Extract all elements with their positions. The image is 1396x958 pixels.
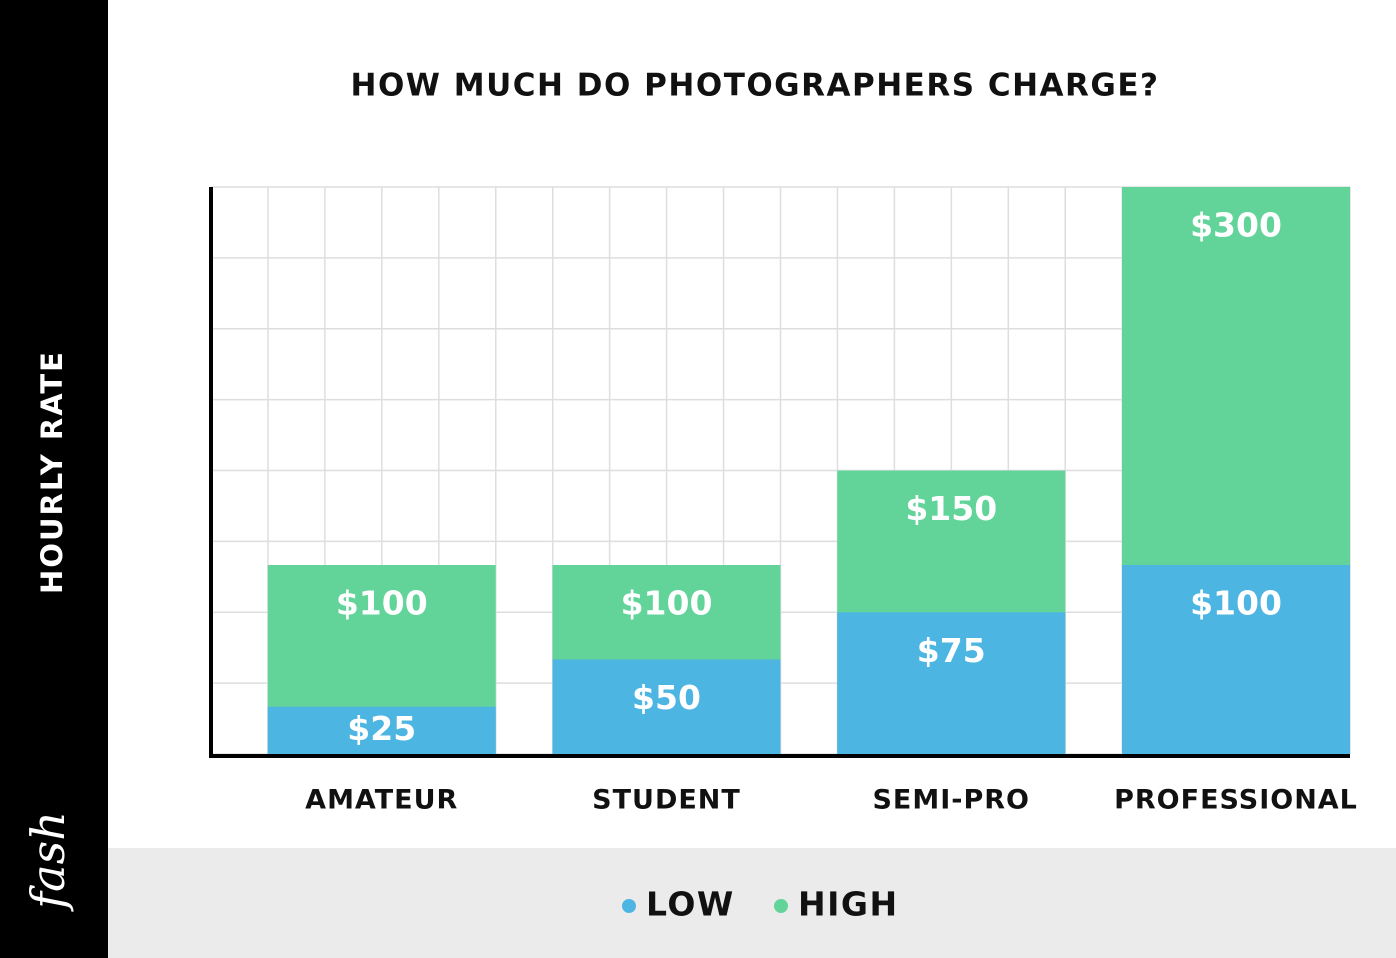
x-tick-label: SEMI-PRO xyxy=(872,785,1030,816)
bar xyxy=(552,659,781,754)
bar xyxy=(267,706,496,754)
sidebar xyxy=(0,0,108,958)
value-label: $100 xyxy=(336,584,428,623)
value-label: $75 xyxy=(917,631,986,670)
legend-marker xyxy=(622,899,636,913)
value-label: $25 xyxy=(347,709,416,748)
legend-marker xyxy=(774,899,788,913)
watermark: fash xyxy=(21,811,75,912)
value-label: $100 xyxy=(621,584,713,623)
legend-label: HIGH xyxy=(798,885,899,924)
chart-title: HOW MUCH DO PHOTOGRAPHERS CHARGE? xyxy=(351,68,1160,104)
x-tick-label: AMATEUR xyxy=(305,785,458,816)
bar xyxy=(837,612,1066,754)
bar xyxy=(1122,565,1350,754)
value-label: $300 xyxy=(1190,206,1282,245)
legend-band xyxy=(108,848,1396,958)
legend-label: LOW xyxy=(646,885,735,924)
value-label: $150 xyxy=(905,489,997,528)
x-tick-label: PROFESSIONAL xyxy=(1114,785,1358,816)
value-label: $50 xyxy=(632,678,701,717)
value-label: $100 xyxy=(1190,584,1282,623)
x-tick-label: STUDENT xyxy=(592,785,741,816)
y-axis-label: HOURLY RATE xyxy=(35,350,69,594)
